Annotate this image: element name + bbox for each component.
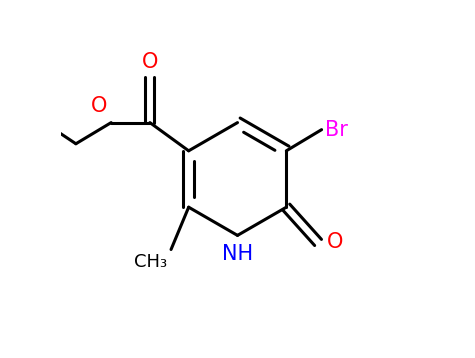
Text: O: O (91, 96, 108, 116)
Text: Br: Br (325, 120, 348, 140)
Text: O: O (327, 232, 343, 252)
Text: NH: NH (222, 244, 253, 264)
Text: CH₃: CH₃ (134, 253, 168, 271)
Text: O: O (142, 52, 158, 72)
